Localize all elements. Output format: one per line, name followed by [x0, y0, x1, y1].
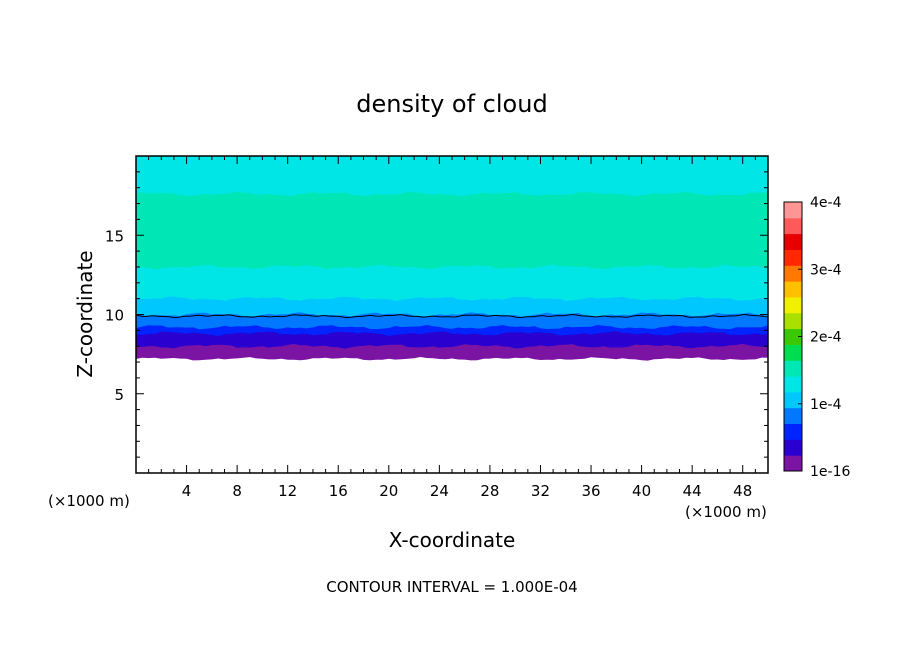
x-tick-label: 20	[379, 482, 398, 500]
colorbar-tick-label: 1e-16	[810, 464, 850, 480]
cloud-density-field	[136, 156, 768, 361]
colorbar-swatch	[784, 407, 802, 425]
colorbar-swatch	[784, 202, 802, 219]
colorbar-swatch	[784, 296, 802, 314]
x-tick-label: 4	[182, 482, 192, 500]
colorbar-swatch	[784, 423, 802, 440]
x-tick-label: 24	[430, 482, 449, 500]
colorbar-swatch	[784, 217, 802, 235]
contour-interval-note: CONTOUR INTERVAL = 1.000E-04	[326, 578, 577, 596]
colorbar-swatch	[784, 360, 802, 377]
colorbar-tick-label: 4e-4	[810, 195, 842, 211]
density-band	[136, 156, 768, 168]
colorbar-swatch	[784, 344, 802, 361]
y-tick-label: 5	[114, 386, 124, 404]
chart-title: density of cloud	[356, 90, 547, 118]
colorbar-swatch	[784, 391, 802, 409]
colorbar-ticks: 1e-16 1e-4 2e-4 3e-4 4e-4	[798, 195, 850, 480]
x-tick-label: 12	[278, 482, 297, 500]
y-axis-label: Z-coordinate	[73, 250, 97, 377]
contour-line-1e-4	[136, 313, 768, 319]
colorbar-swatch	[784, 455, 802, 472]
colorbar-swatch	[784, 249, 802, 266]
x-tick-label: 44	[683, 482, 702, 500]
colorbar-swatch	[784, 281, 802, 298]
colorbar-swatch	[784, 328, 802, 345]
y-tick-label: 15	[105, 227, 124, 245]
colorbar-swatch	[784, 439, 802, 456]
colorbar-tick-label: 3e-4	[810, 262, 842, 278]
x-tick-label: 8	[232, 482, 242, 500]
y-axis-ticks: 5 10 15	[105, 171, 768, 458]
colorbar-tick-label: 1e-4	[810, 397, 842, 413]
colorbar-tick-label: 2e-4	[810, 330, 842, 346]
colorbar-swatch	[784, 376, 802, 393]
x-tick-label: 28	[480, 482, 499, 500]
colorbar-swatch	[784, 312, 802, 330]
x-axis-label: X-coordinate	[389, 528, 516, 552]
x-tick-label: 32	[531, 482, 550, 500]
x-tick-label: 16	[329, 482, 348, 500]
x-unit-left: (×1000 m)	[48, 492, 130, 510]
x-tick-label: 48	[733, 482, 752, 500]
colorbar	[784, 202, 802, 472]
colorbar-swatch	[784, 265, 802, 282]
colorbar-swatch	[784, 233, 802, 250]
x-tick-label: 36	[581, 482, 600, 500]
x-unit-right: (×1000 m)	[685, 503, 767, 521]
x-axis-ticks: 4 8 12 16 20 24 28 32 36 40 44 48	[148, 156, 756, 500]
y-tick-label: 10	[105, 307, 124, 325]
x-tick-label: 40	[632, 482, 651, 500]
